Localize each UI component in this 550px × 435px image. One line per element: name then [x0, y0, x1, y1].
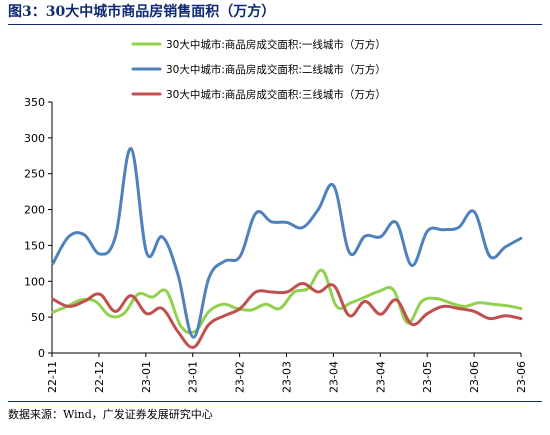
series-line-2 [51, 147, 523, 339]
x-tick-label: 23-01 [187, 361, 200, 393]
y-tick-label: 200 [24, 204, 45, 217]
x-tick-label: 23-04 [374, 361, 387, 393]
series-line-1 [51, 268, 523, 335]
x-tick-label: 23-06 [515, 361, 528, 393]
x-tick-label: 23-04 [327, 361, 340, 393]
y-tick-label: 50 [31, 311, 45, 324]
x-tick-label: 23-02 [234, 361, 247, 393]
legend-label-1: 30大中城市:商品房成交面积:一线城市（万方） [166, 38, 386, 51]
source-note: 数据来源：Wind，广发证券发展研究中心 [8, 408, 213, 421]
x-tick-label: 23-05 [421, 361, 434, 393]
legend-label-2: 30大中城市:商品房成交面积:二线城市（万方） [166, 63, 386, 76]
y-tick-label: 250 [24, 168, 45, 181]
y-tick-label: 150 [24, 239, 45, 252]
x-tick-label: 23-01 [140, 361, 153, 393]
x-tick-label: 22-12 [93, 361, 106, 393]
y-tick-label: 350 [24, 96, 45, 109]
y-tick-label: 100 [24, 275, 45, 288]
series-line-3 [51, 281, 523, 349]
x-tick-label: 22-11 [46, 361, 59, 393]
title-divider [8, 24, 542, 25]
source-divider [8, 401, 542, 402]
x-tick-label: 23-06 [468, 361, 481, 393]
legend-label-3: 30大中城市:商品房成交面积:三线城市（万方） [166, 88, 386, 101]
x-tick-label: 23-03 [281, 361, 294, 393]
chart-title: 图3：30大中城市商品房销售面积（万方） [8, 4, 276, 20]
y-tick-label: 300 [24, 132, 45, 145]
y-tick-label: 0 [38, 347, 45, 360]
